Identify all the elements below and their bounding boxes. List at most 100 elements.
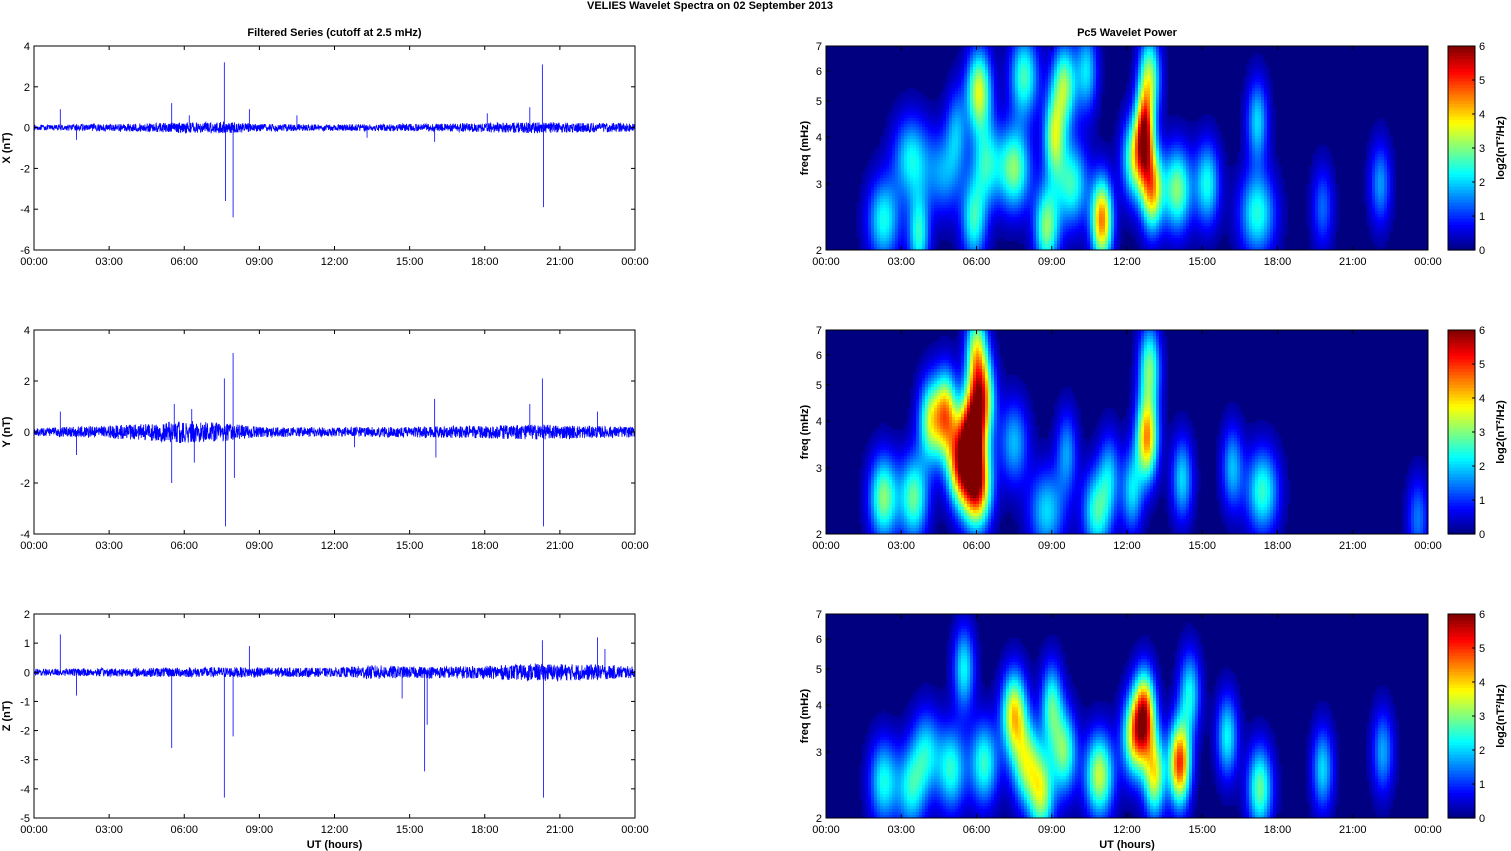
x-wavelet-power-cell: [1075, 109, 1078, 112]
x-wavelet-power-cell: [1078, 91, 1081, 94]
x-wavelet-power-cell: [928, 148, 931, 151]
x-wavelet-power-cell: [1111, 157, 1114, 160]
x-wavelet-power-cell: [1033, 76, 1036, 79]
x-wavelet-power-cell: [1321, 148, 1324, 151]
x-wavelet-power-cell: [1045, 118, 1048, 121]
x-wavelet-power-cell: [958, 142, 961, 145]
x-wavelet-power-cell: [1081, 148, 1084, 151]
x-wavelet-power-cell: [1222, 178, 1225, 181]
x-wavelet-power-cell: [1057, 67, 1060, 70]
x-wavelet-power-cell: [1087, 76, 1090, 79]
x-wavelet-power-cell: [1150, 61, 1153, 64]
x-wavelet-power-cell: [961, 103, 964, 106]
x-wavelet-power-cell: [1039, 67, 1042, 70]
x-wavelet-power-cell: [1261, 127, 1264, 130]
x-wavelet-power-cell: [1153, 166, 1156, 169]
x-wavelet-power-cell: [1054, 103, 1057, 106]
x-wavelet-power-cell: [1273, 160, 1276, 163]
x-wavelet-power-cell: [886, 157, 889, 160]
x-wavelet-power-cell: [1015, 157, 1018, 160]
x-wavelet-power-cell: [1186, 169, 1189, 172]
x-wavelet-power-cell: [1087, 133, 1090, 136]
x-wavelet-power-cell: [1078, 103, 1081, 106]
x-wavelet-power-cell: [1174, 145, 1177, 148]
x-wavelet-power-cell: [1264, 73, 1267, 76]
x-wavelet-power-cell: [1327, 175, 1330, 178]
x-wavelet-power-cell: [1060, 70, 1063, 73]
x-wavelet-power-cell: [1084, 85, 1087, 88]
x-wavelet-power-cell: [1057, 85, 1060, 88]
x-wavelet-power-cell: [970, 88, 973, 91]
x-wavelet-power-cell: [1165, 109, 1168, 112]
x-wavelet-power-cell: [1240, 172, 1243, 175]
x-wavelet-power-cell: [913, 172, 916, 175]
x-wavelet-power-cell: [994, 136, 997, 139]
x-wavelet-power-cell: [1144, 172, 1147, 175]
x-wavelet-power-cell: [1084, 130, 1087, 133]
x-wavelet-power-cell: [1165, 136, 1168, 139]
x-wavelet-power-cell: [961, 88, 964, 91]
x-wavelet-power-cell: [940, 163, 943, 166]
x-wavelet-power-cell: [1027, 109, 1030, 112]
x-wavelet-power-cell: [1165, 169, 1168, 172]
x-wavelet-power-cell: [1135, 70, 1138, 73]
x-wavelet-power-cell: [988, 124, 991, 127]
x-wavelet-power-cell: [1015, 88, 1018, 91]
x-wavelet-power-cell: [1087, 58, 1090, 61]
x-wavelet-power-cell: [886, 160, 889, 163]
x-wavelet-power-cell: [1054, 97, 1057, 100]
x-wavelet-power-cell: [1255, 76, 1258, 79]
x-wavelet-power-cell: [1024, 121, 1027, 124]
x-wavelet-power-cell: [1051, 163, 1054, 166]
x-wavelet-power-cell: [964, 85, 967, 88]
x-wavelet-power-cell: [961, 64, 964, 67]
x-wavelet-power-cell: [976, 163, 979, 166]
x-wavelet-power-cell: [919, 175, 922, 178]
x-wavelet-power-cell: [871, 178, 874, 181]
x-wavelet-power-cell: [940, 130, 943, 133]
x-wavelet-power-cell: [1051, 52, 1054, 55]
x-wavelet-power-cell: [1057, 103, 1060, 106]
x-wavelet-power-cell: [1036, 148, 1039, 151]
x-wavelet-power-cell: [1210, 175, 1213, 178]
x-wavelet-power-cell: [937, 139, 940, 142]
x-wavelet-power-cell: [907, 115, 910, 118]
x-wavelet-power-cell: [964, 97, 967, 100]
x-wavelet-power-cell: [1123, 169, 1126, 172]
x-wavelet-power-cell: [1378, 133, 1381, 136]
x-series-x-tick-label: 00:00: [20, 256, 48, 268]
x-wavelet-power-cell: [1141, 112, 1144, 115]
x-wavelet-power-cell: [1057, 124, 1060, 127]
x-wavelet-power-cell: [1012, 136, 1015, 139]
x-wavelet-power-cell: [874, 175, 877, 178]
x-wavelet-power-cell: [901, 181, 904, 184]
x-wavelet-power-cell: [1039, 133, 1042, 136]
x-wavelet-power-cell: [1264, 178, 1267, 181]
x-wavelet-power-cell: [973, 61, 976, 64]
x-wavelet-power-cell: [1171, 121, 1174, 124]
x-wavelet-power-cell: [994, 142, 997, 145]
x-wavelet-power-cell: [1066, 49, 1069, 52]
x-wavelet-power-cell: [1147, 82, 1150, 85]
x-wavelet-power-cell: [937, 175, 940, 178]
x-wavelet-power-cell: [1114, 166, 1117, 169]
x-wavelet-power-cell: [913, 100, 916, 103]
x-wavelet-power-cell: [997, 64, 1000, 67]
x-wavelet-power-cell: [1036, 94, 1039, 97]
x-wavelet-power-cell: [1162, 172, 1165, 175]
x-wavelet-power-cell: [982, 139, 985, 142]
x-wavelet-power-cell: [946, 112, 949, 115]
x-wavelet-power-cell: [1159, 70, 1162, 73]
x-wavelet-power-cell: [1180, 178, 1183, 181]
x-wavelet-power-cell: [1093, 97, 1096, 100]
x-wavelet-power-cell: [913, 118, 916, 121]
x-wavelet-power-cell: [943, 121, 946, 124]
x-wavelet-power-cell: [1129, 67, 1132, 70]
x-wavelet-power-cell: [1000, 109, 1003, 112]
x-wavelet-power-cell: [1060, 49, 1063, 52]
x-wavelet-power-cell: [1099, 136, 1102, 139]
x-wavelet-power-cell: [985, 73, 988, 76]
x-wavelet-power-cell: [1201, 166, 1204, 169]
x-wavelet-power-cell: [1264, 109, 1267, 112]
x-wavelet-power-cell: [1252, 73, 1255, 76]
